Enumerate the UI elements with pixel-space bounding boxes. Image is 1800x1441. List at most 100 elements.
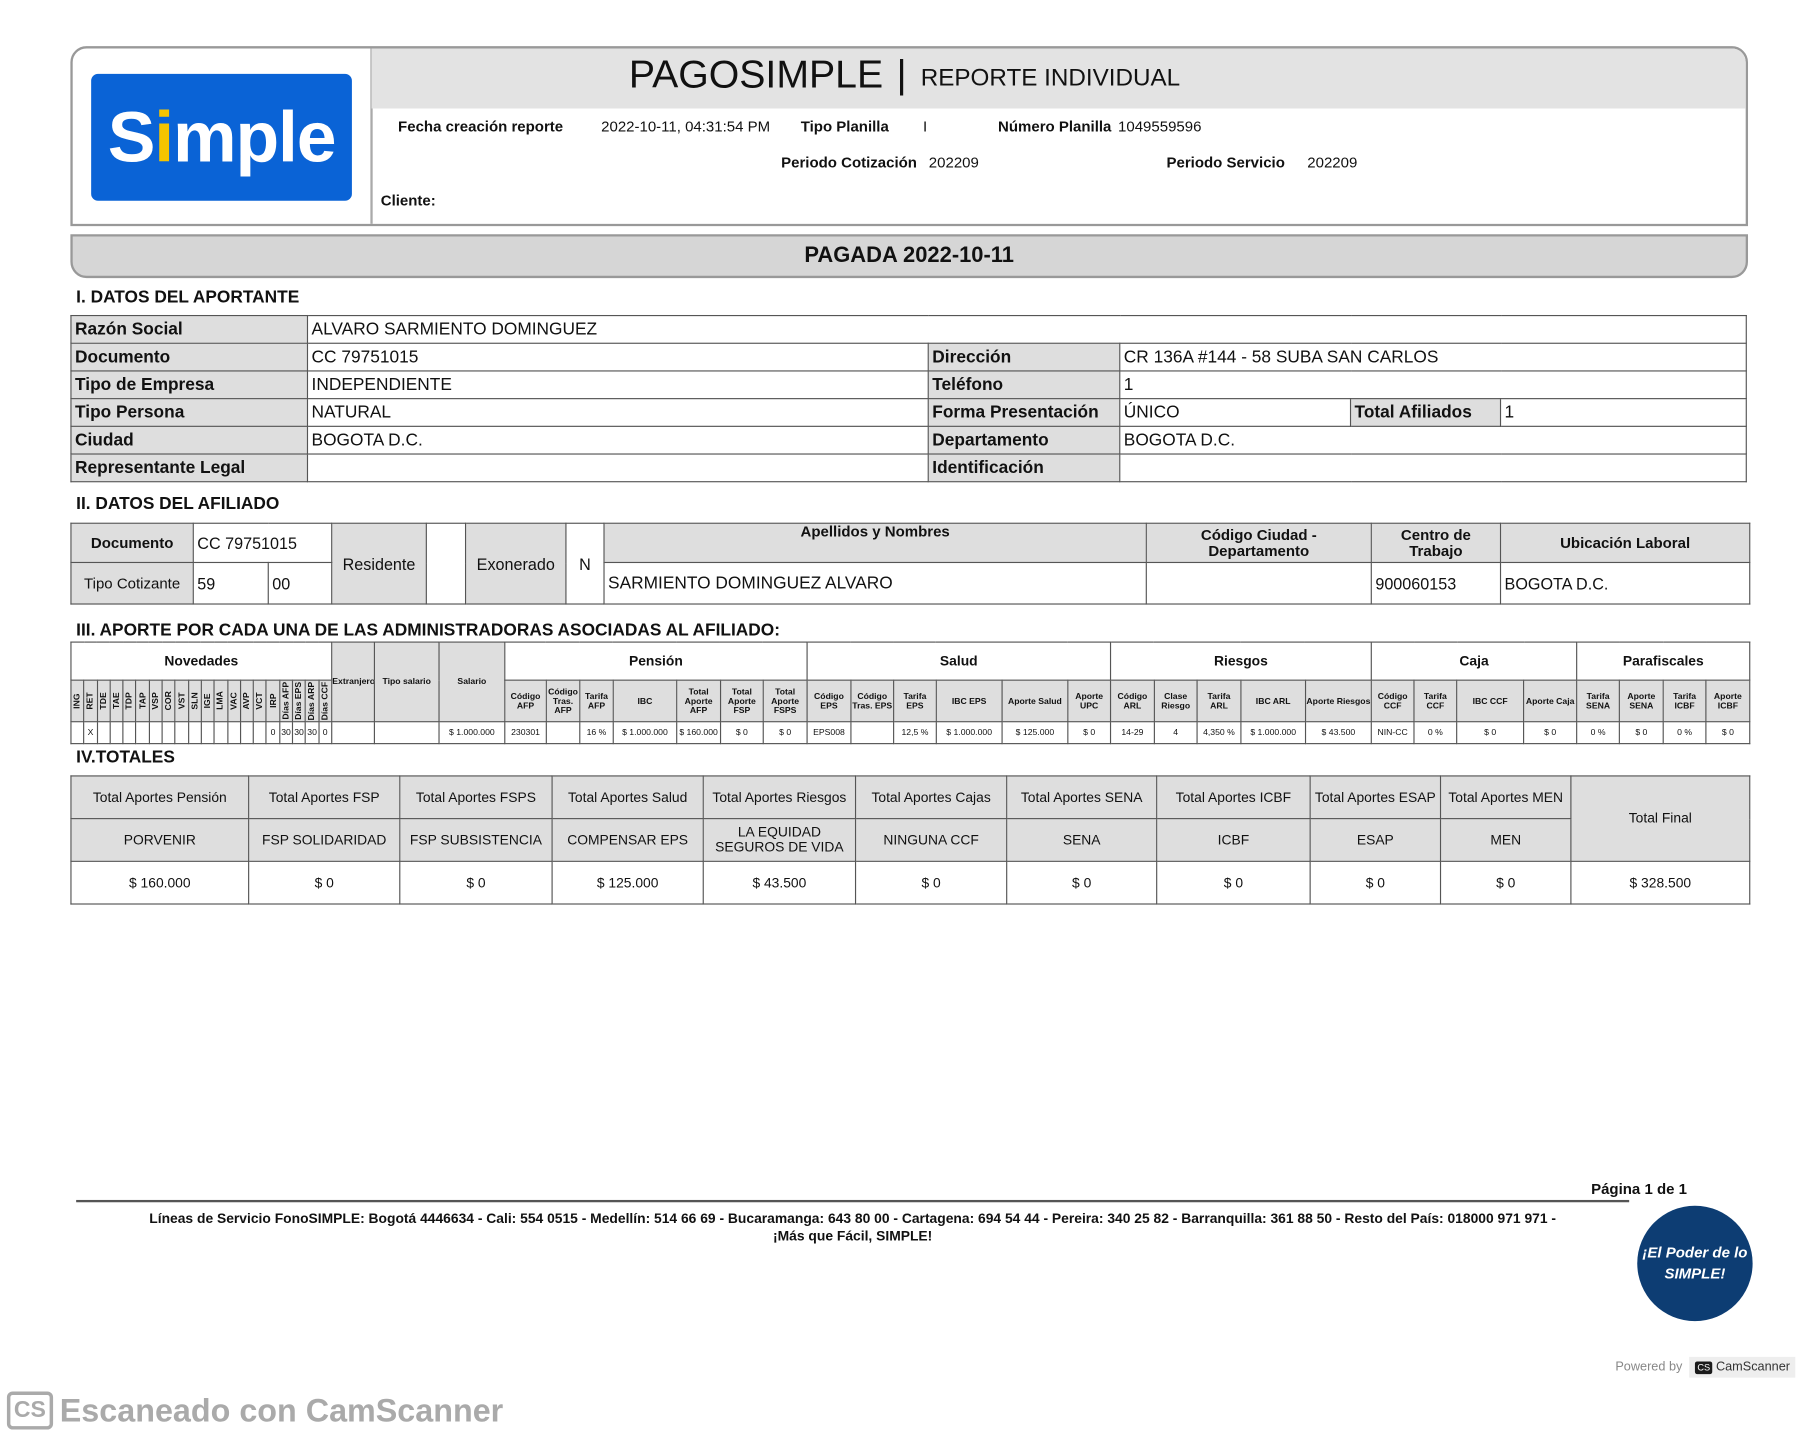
cell-value: 0 % bbox=[1662, 721, 1707, 745]
ubicacion-value: BOGOTA D.C. bbox=[1499, 561, 1751, 605]
cell-value: $ 0 bbox=[762, 721, 808, 745]
ciudad-label: Ciudad bbox=[70, 425, 309, 455]
column-header: Código EPS bbox=[806, 679, 852, 723]
total-value: $ 0 bbox=[1006, 860, 1158, 905]
novedad-value bbox=[200, 721, 215, 745]
representante-label: Representante Legal bbox=[70, 453, 309, 483]
column-header: Tarifa EPS bbox=[893, 679, 937, 723]
novedad-label: AVP bbox=[241, 692, 252, 710]
subtipo-value: 00 bbox=[267, 561, 333, 605]
group-header: Parafiscales bbox=[1576, 641, 1751, 681]
cell-value: $ 1.000.000 bbox=[438, 721, 506, 745]
total-header: Total Aportes FSP bbox=[248, 775, 401, 820]
cell-value: 230301 bbox=[504, 721, 547, 745]
footer-divider bbox=[76, 1199, 1630, 1203]
column-header: Aporte UPC bbox=[1067, 679, 1112, 723]
total-entity: COMPENSAR EPS bbox=[551, 818, 704, 862]
nombres-label: Apellidos y Nombres bbox=[603, 522, 1147, 564]
novedad-header: ING bbox=[70, 679, 85, 723]
tipo-cotizante-label: Tipo Cotizante bbox=[70, 561, 194, 605]
group-header: Salud bbox=[806, 641, 1112, 681]
documento-label: Documento bbox=[70, 522, 194, 564]
residente-value bbox=[425, 522, 467, 605]
documento-label: Documento bbox=[70, 342, 309, 372]
table-row: Documento CC 79751015 Residente Exonerad… bbox=[70, 522, 1751, 605]
service-lines: Líneas de Servicio FonoSIMPLE: Bogotá 44… bbox=[149, 1210, 1557, 1227]
novedad-label: IRP bbox=[267, 693, 278, 709]
section-afiliado-title: II. DATOS DEL AFILIADO bbox=[76, 493, 280, 514]
novedad-label: Días ARP bbox=[306, 681, 317, 721]
documento-value: CC 79751015 bbox=[192, 522, 333, 564]
cell-value: 14-29 bbox=[1109, 721, 1155, 745]
novedad-header: RET bbox=[83, 679, 98, 723]
cell-value: $ 1.000.000 bbox=[1240, 721, 1307, 745]
forma-value: ÚNICO bbox=[1119, 398, 1352, 427]
total-entity: FSP SOLIDARIDAD bbox=[248, 818, 401, 862]
novedad-label: COR bbox=[162, 691, 174, 711]
table-row: Novedades Extranjero Tipo salario Salario Pe… bbox=[70, 641, 1751, 723]
column-header: Tarifa ICBF bbox=[1662, 679, 1707, 723]
column-header: Aporte SENA bbox=[1618, 679, 1664, 723]
footer-text: Líneas de Servicio FonoSIMPLE: Bogotá 44… bbox=[76, 1210, 1629, 1245]
novedad-label: SLN bbox=[189, 692, 200, 710]
residente-label: Residente bbox=[331, 522, 427, 605]
cell-value: $ 1.000.000 bbox=[935, 721, 1003, 745]
camscanner-tag: CS CamScanner bbox=[1689, 1356, 1796, 1378]
novedad-label: IGE bbox=[202, 693, 213, 709]
table-row: Tipo de Empresa INDEPENDIENTE Teléfono 1 bbox=[70, 370, 1747, 400]
identificacion-label: Identificación bbox=[927, 453, 1121, 483]
table-row: $ 160.000 $ 0 $ 0 $ 125.000 $ 43.500 $ 0 $ 0 $ … bbox=[70, 860, 1751, 905]
total-header: Total Aportes Riesgos bbox=[702, 775, 857, 820]
column-header: Salario bbox=[438, 641, 506, 723]
totales-table: Total Aportes Pensión Total Aportes FSP To… bbox=[70, 775, 1751, 905]
group-header: Pensión bbox=[504, 641, 808, 681]
cell-value: $ 160.000 bbox=[676, 721, 722, 745]
centro-label: Centro de Trabajo bbox=[1370, 522, 1502, 564]
novedad-label: VAC bbox=[228, 692, 239, 710]
novedad-header: IRP bbox=[265, 679, 281, 723]
total-value: $ 160.000 bbox=[70, 860, 250, 905]
total-value: $ 43.500 bbox=[702, 860, 857, 905]
novedad-label: Días AFP bbox=[280, 682, 291, 720]
total-header: Total Aportes FSPS bbox=[399, 775, 553, 820]
razon-value: ALVARO SARMIENTO DOMINGUEZ bbox=[306, 314, 1747, 344]
cell-value: EPS008 bbox=[806, 721, 852, 745]
numero-planilla-value: 1049559596 bbox=[1118, 117, 1202, 135]
representante-value bbox=[306, 453, 929, 483]
aportes-table: Novedades Extranjero Tipo salario Salario Pe… bbox=[70, 641, 1751, 745]
centro-value: 900060153 bbox=[1370, 561, 1502, 605]
camscanner-icon: CS bbox=[1695, 1360, 1713, 1374]
tipo-empresa-value: INDEPENDIENTE bbox=[306, 370, 929, 400]
total-final-value: $ 328.500 bbox=[1570, 860, 1751, 905]
cell-value: 0 % bbox=[1413, 721, 1458, 745]
novedad-label: TAP bbox=[136, 692, 148, 710]
cell-value: 12,5 % bbox=[893, 721, 937, 745]
total-header: Total Aportes Salud bbox=[551, 775, 704, 820]
section-aportes-title: III. APORTE POR CADA UNA DE LAS ADMINIST… bbox=[76, 620, 780, 641]
novedad-label: VST bbox=[175, 692, 187, 710]
departamento-value: BOGOTA D.C. bbox=[1119, 425, 1747, 455]
column-header: Extranjero bbox=[331, 641, 375, 723]
novedad-header: Días EPS bbox=[291, 679, 307, 723]
total-header: Total Aportes SENA bbox=[1006, 775, 1158, 820]
table-row: Tipo Cotizante 59 00 SARMIENTO DOMINGUEZ… bbox=[70, 561, 1751, 605]
column-header: Total Aporte FSPS bbox=[762, 679, 808, 723]
column-header: Aporte Riesgos bbox=[1304, 679, 1372, 723]
novedad-label: ING bbox=[71, 693, 83, 709]
total-value: $ 125.000 bbox=[551, 860, 704, 905]
novedad-value bbox=[148, 721, 163, 745]
total-value: $ 0 bbox=[1156, 860, 1311, 905]
table-row: Ciudad BOGOTA D.C. Departamento BOGOTA D.C. bbox=[70, 425, 1747, 455]
cliente-label: Cliente: bbox=[380, 191, 436, 209]
periodo-serv-label: Periodo Servicio bbox=[1166, 153, 1285, 171]
column-header: IBC bbox=[612, 679, 678, 723]
novedad-label: TAE bbox=[110, 692, 122, 710]
cell-value: $ 0 bbox=[1067, 721, 1112, 745]
aportante-table: Razón Social ALVARO SARMIENTO DOMINGUEZ D… bbox=[70, 314, 1747, 483]
total-header: Total Aportes ICBF bbox=[1156, 775, 1311, 820]
ubicacion-label: Ubicación Laboral bbox=[1499, 522, 1751, 564]
total-header: Total Aportes Pensión bbox=[70, 775, 250, 820]
table-row: Total Aportes Pensión Total Aportes FSP To… bbox=[70, 775, 1751, 862]
documento-value: CC 79751015 bbox=[306, 342, 929, 372]
total-entity: NINGUNA CCF bbox=[854, 818, 1008, 862]
